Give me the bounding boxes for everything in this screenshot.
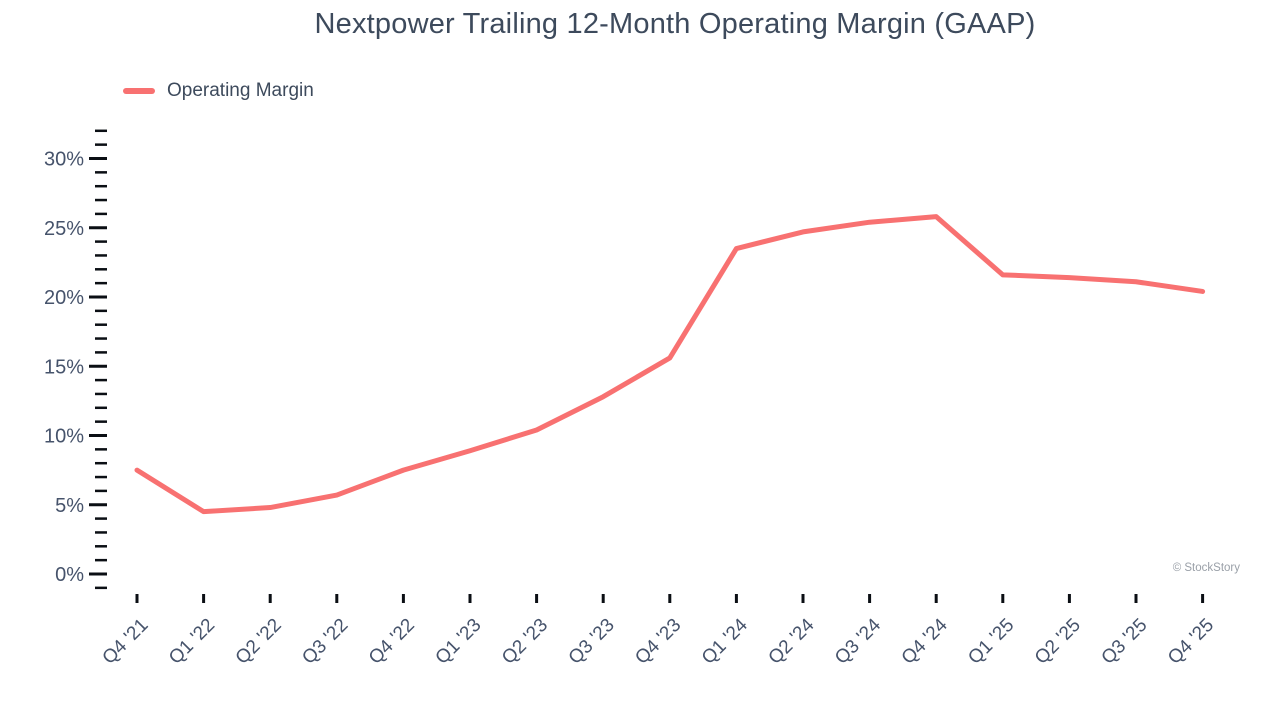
chart-title: Nextpower Trailing 12-Month Operating Ma… xyxy=(314,8,1036,40)
y-tick-label: 0% xyxy=(55,564,84,586)
x-tick-label: Q3 '25 xyxy=(1098,615,1152,669)
x-axis-labels: Q4 '21 Q1 '22 Q2 '22 Q3 '22 Q4 '22 Q1 '23 Q2 '… xyxy=(99,614,1219,668)
x-tick-label: Q4 '22 xyxy=(365,615,419,669)
y-tick-label: 30% xyxy=(44,149,84,171)
y-tick-label: 20% xyxy=(44,287,84,309)
watermark: © StockStory xyxy=(1172,562,1240,574)
y-axis-labels: 0% 5% 10% 15% 20% 25% 30% xyxy=(44,149,84,587)
legend: Operating Margin xyxy=(123,80,314,102)
x-tick-label: Q4 '21 xyxy=(99,615,153,669)
x-tick-label: Q1 '22 xyxy=(165,615,219,669)
y-tick-label: 10% xyxy=(44,426,84,448)
x-tick-label: Q2 '24 xyxy=(765,614,819,668)
legend-line-swatch-icon xyxy=(123,88,155,94)
y-tick-label: 25% xyxy=(44,218,84,240)
y-axis-ticks xyxy=(89,129,107,590)
operating-margin-line xyxy=(134,214,1206,515)
y-tick-label: 15% xyxy=(44,356,84,378)
x-tick-label: Q1 '23 xyxy=(432,615,486,669)
x-tick-label: Q2 '23 xyxy=(498,615,552,669)
x-tick-label: Q4 '23 xyxy=(631,615,685,669)
x-tick-label: Q2 '25 xyxy=(1031,615,1085,669)
x-tick-label: Q4 '24 xyxy=(898,614,952,668)
x-tick-label: Q2 '22 xyxy=(232,615,286,669)
x-axis-ticks xyxy=(135,594,1205,603)
x-tick-label: Q3 '22 xyxy=(298,615,352,669)
legend-label-operating-margin: Operating Margin xyxy=(167,80,314,101)
x-tick-label: Q1 '24 xyxy=(698,614,752,668)
x-tick-label: Q3 '24 xyxy=(831,614,885,668)
y-tick-label: 5% xyxy=(55,495,84,517)
x-tick-label: Q3 '23 xyxy=(565,615,619,669)
x-tick-label: Q1 '25 xyxy=(964,615,1018,669)
x-tick-label: Q4 '25 xyxy=(1164,615,1218,669)
